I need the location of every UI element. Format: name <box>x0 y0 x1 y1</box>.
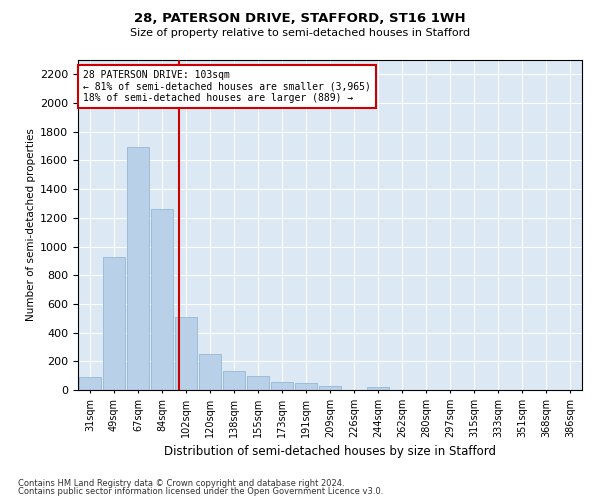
Text: Contains HM Land Registry data © Crown copyright and database right 2024.: Contains HM Land Registry data © Crown c… <box>18 478 344 488</box>
X-axis label: Distribution of semi-detached houses by size in Stafford: Distribution of semi-detached houses by … <box>164 446 496 458</box>
Bar <box>271 382 293 390</box>
Bar <box>103 256 125 390</box>
Bar <box>175 317 197 390</box>
Text: Contains public sector information licensed under the Open Government Licence v3: Contains public sector information licen… <box>18 487 383 496</box>
Text: 28 PATERSON DRIVE: 103sqm
← 81% of semi-detached houses are smaller (3,965)
18% : 28 PATERSON DRIVE: 103sqm ← 81% of semi-… <box>83 70 371 103</box>
Bar <box>247 376 269 390</box>
Bar <box>319 386 341 390</box>
Y-axis label: Number of semi-detached properties: Number of semi-detached properties <box>26 128 36 322</box>
Bar <box>223 372 245 390</box>
Bar <box>151 209 173 390</box>
Text: 28, PATERSON DRIVE, STAFFORD, ST16 1WH: 28, PATERSON DRIVE, STAFFORD, ST16 1WH <box>134 12 466 26</box>
Bar <box>199 354 221 390</box>
Bar <box>79 376 101 390</box>
Bar <box>295 383 317 390</box>
Text: Size of property relative to semi-detached houses in Stafford: Size of property relative to semi-detach… <box>130 28 470 38</box>
Bar <box>127 147 149 390</box>
Bar <box>367 387 389 390</box>
